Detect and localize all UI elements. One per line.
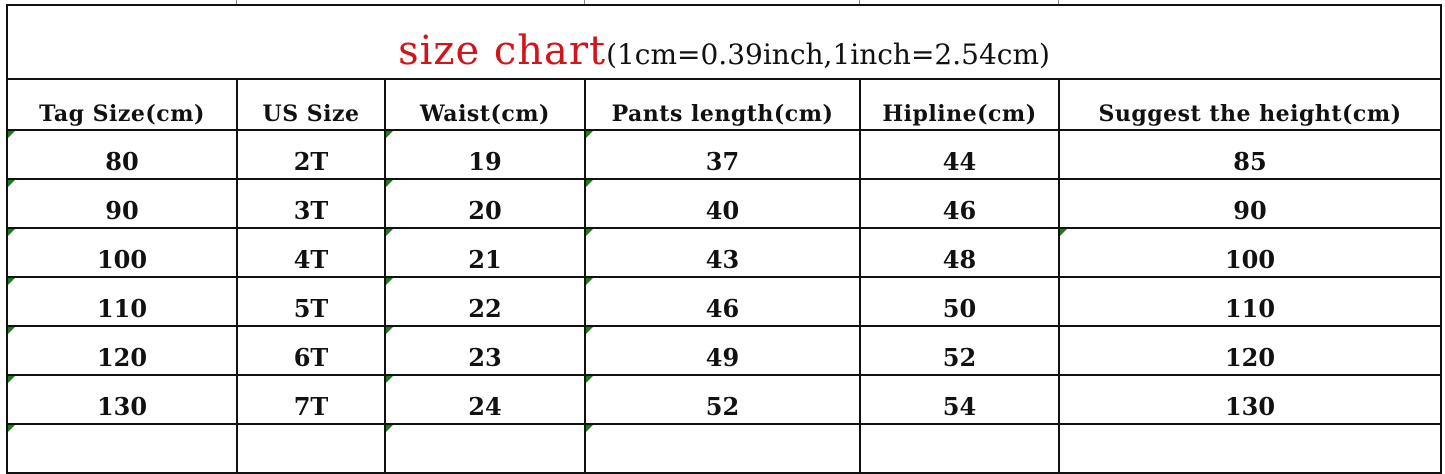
column-header: Hipline(cm) — [859, 78, 1060, 131]
table-cell: 20 — [384, 178, 586, 229]
table-cell: 120 — [6, 325, 238, 376]
empty-row — [6, 423, 1442, 474]
cell-marker-icon — [9, 181, 15, 187]
table-cell: 44 — [859, 129, 1060, 180]
cell-marker-icon — [587, 279, 593, 285]
table-row: 120 6T 23 49 52 120 — [6, 325, 1442, 376]
table-cell: 2T — [236, 129, 386, 180]
cell-marker-icon — [9, 230, 15, 236]
table-cell: 54 — [859, 374, 1060, 425]
table-cell: 80 — [6, 129, 238, 180]
table-cell: 40 — [584, 178, 861, 229]
cell-marker-icon — [587, 426, 593, 432]
cell-marker-icon — [9, 328, 15, 334]
cell-marker-icon — [587, 181, 593, 187]
cell-marker-icon — [9, 377, 15, 383]
table-cell: 43 — [584, 227, 861, 278]
table-cell: 52 — [584, 374, 861, 425]
table-cell: 130 — [1058, 374, 1442, 425]
table-cell: 90 — [1058, 178, 1442, 229]
table-cell: 100 — [1058, 227, 1442, 278]
table-cell: 110 — [1058, 276, 1442, 327]
table-cell: 130 — [6, 374, 238, 425]
top-gridlines — [0, 0, 1445, 4]
table-cell: 49 — [584, 325, 861, 376]
table-cell: 46 — [859, 178, 1060, 229]
title-conversion-note: (1cm=0.39inch,1inch=2.54cm) — [606, 38, 1050, 71]
column-header: Tag Size(cm) — [6, 78, 238, 131]
cell-marker-icon — [587, 377, 593, 383]
header-row: Tag Size(cm) US Size Waist(cm) Pants len… — [6, 78, 1442, 131]
table-cell: 120 — [1058, 325, 1442, 376]
cell-marker-icon — [9, 426, 15, 432]
table-cell: 48 — [859, 227, 1060, 278]
cell-marker-icon — [587, 132, 593, 138]
table-cell: 7T — [236, 374, 386, 425]
table-cell: 24 — [384, 374, 586, 425]
table-cell: 23 — [384, 325, 586, 376]
table-cell: 52 — [859, 325, 1060, 376]
table-cell: 6T — [236, 325, 386, 376]
table-cell: 85 — [1058, 129, 1442, 180]
table-cell: 22 — [384, 276, 586, 327]
cell-marker-icon — [387, 181, 393, 187]
cell-marker-icon — [9, 132, 15, 138]
size-chart-table: size chart(1cm=0.39inch,1inch=2.54cm) Ta… — [6, 4, 1442, 474]
cell-marker-icon — [387, 279, 393, 285]
table-cell: 46 — [584, 276, 861, 327]
table-row: 90 3T 20 40 46 90 — [6, 178, 1442, 229]
column-header: Pants length(cm) — [584, 78, 861, 131]
table-row: 100 4T 21 43 48 100 — [6, 227, 1442, 278]
cell-marker-icon — [387, 132, 393, 138]
column-header: Suggest the height(cm) — [1058, 78, 1442, 131]
table-cell: 21 — [384, 227, 586, 278]
table-row: 80 2T 19 37 44 85 — [6, 129, 1442, 180]
cell-marker-icon — [387, 377, 393, 383]
cell-marker-icon — [9, 279, 15, 285]
table-cell: 100 — [6, 227, 238, 278]
cell-marker-icon — [387, 230, 393, 236]
column-header: Waist(cm) — [384, 78, 586, 131]
cell-marker-icon — [387, 426, 393, 432]
table-cell: 37 — [584, 129, 861, 180]
table-cell: 3T — [236, 178, 386, 229]
cell-marker-icon — [587, 328, 593, 334]
table-cell: 50 — [859, 276, 1060, 327]
cell-marker-icon — [1061, 230, 1067, 236]
cell-marker-icon — [587, 230, 593, 236]
chart-title: size chart(1cm=0.39inch,1inch=2.54cm) — [6, 4, 1442, 80]
table-cell: 110 — [6, 276, 238, 327]
cell-marker-icon — [387, 328, 393, 334]
table-cell: 19 — [384, 129, 586, 180]
column-header: US Size — [236, 78, 386, 131]
table-cell: 4T — [236, 227, 386, 278]
table-cell: 90 — [6, 178, 238, 229]
title-row: size chart(1cm=0.39inch,1inch=2.54cm) — [6, 4, 1442, 80]
title-main: size chart — [398, 28, 607, 74]
table-row: 130 7T 24 52 54 130 — [6, 374, 1442, 425]
table-row: 110 5T 22 46 50 110 — [6, 276, 1442, 327]
table-cell: 5T — [236, 276, 386, 327]
